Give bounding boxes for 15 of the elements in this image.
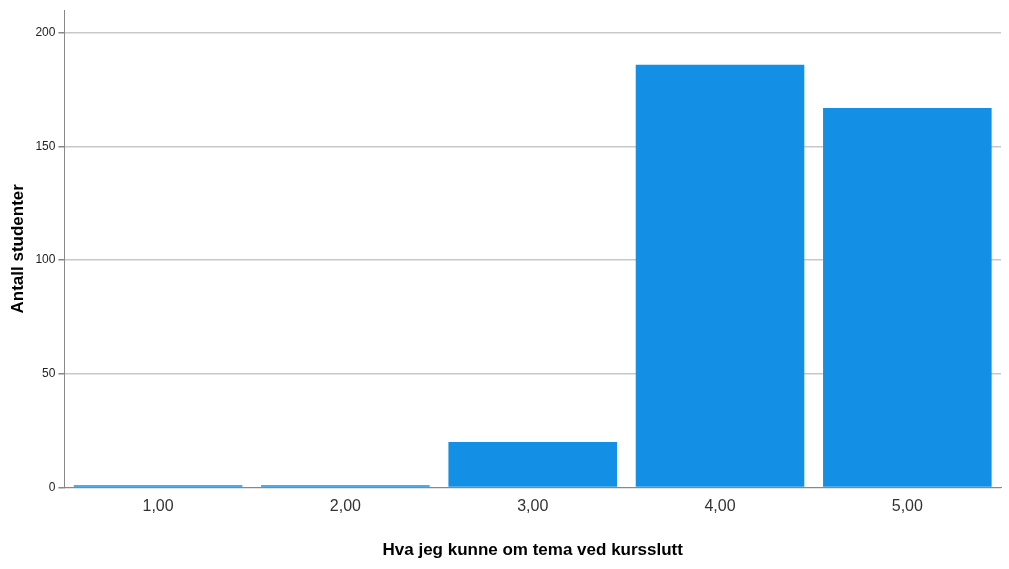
x-tick-label: 5,00 — [891, 497, 924, 515]
y-tick-label: 100 — [35, 252, 56, 267]
y-axis-title: Antall studenter — [7, 183, 27, 314]
bar — [635, 64, 805, 487]
bar — [448, 441, 617, 487]
x-tick-label: 4,00 — [704, 497, 736, 515]
y-tick-label: 50 — [42, 366, 56, 381]
x-tick-label: 2,00 — [329, 497, 362, 515]
x-tick-label: 3,00 — [517, 497, 549, 515]
y-tick-label: 150 — [35, 138, 56, 153]
y-tick-label: 200 — [35, 25, 56, 40]
x-tick-label: 1,00 — [142, 497, 174, 515]
bar — [823, 107, 992, 487]
y-tick-label: 0 — [48, 479, 56, 494]
x-axis-title: Hva jeg kunne om tema ved kursslutt — [382, 540, 684, 560]
